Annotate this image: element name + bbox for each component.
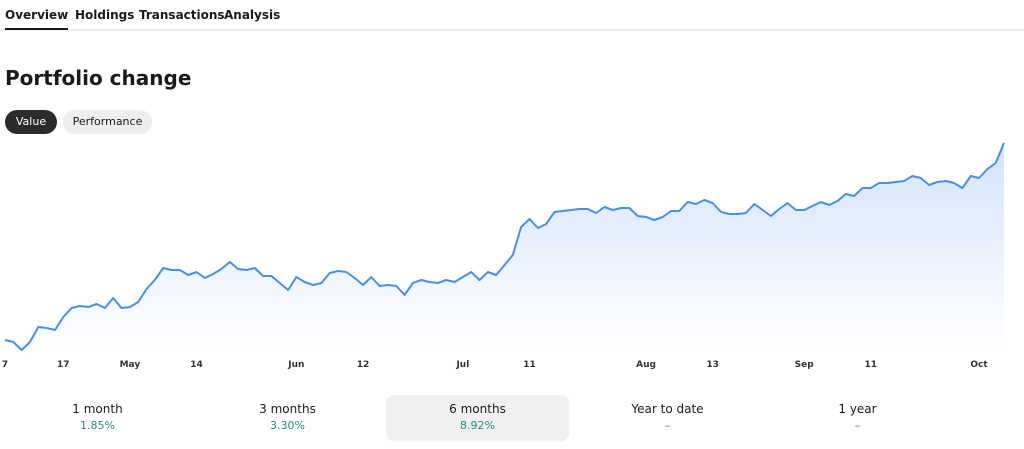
tab[interactable]: Analysis — [224, 8, 281, 22]
stat-change: 3.30% — [270, 419, 305, 432]
title: Portfolio change — [5, 66, 192, 90]
stat-change: – — [664, 419, 671, 432]
stat-period: Year to date — [631, 402, 704, 416]
stat-period: 3 months — [259, 402, 316, 416]
x-tick-label: 11 — [865, 360, 878, 370]
stat-period[interactable]: 1 year – — [766, 395, 949, 441]
x-tick-label: Oct — [970, 360, 988, 370]
x-tick-label: 14 — [190, 360, 203, 370]
tab[interactable]: Holdings — [75, 8, 135, 22]
stat-period: 1 year — [838, 402, 877, 416]
stat-period[interactable]: 3 months 3.30% — [196, 395, 379, 441]
area — [5, 143, 1004, 350]
chart: 7 17 May 14 Jun 12 Jul 11 Aug 13 Sep 11 Oct — [2, 142, 1005, 370]
x-tick-label: Jun — [287, 360, 304, 370]
x-tick-label: May — [120, 360, 141, 370]
x-tick-label: 11 — [523, 360, 536, 370]
tab[interactable]: Transactions — [139, 8, 225, 22]
stat-period: 1 month — [72, 402, 123, 416]
toggle-button[interactable]: Performance — [63, 110, 152, 134]
x-tick-label: Aug — [636, 360, 656, 370]
stat-period[interactable]: 6 months 8.92% — [386, 395, 569, 441]
stat-period: 6 months — [449, 402, 506, 416]
stat-period[interactable]: 1 month 1.85% — [6, 395, 189, 441]
x-tick-label: 17 — [57, 360, 70, 370]
x-tick-label: 7 — [2, 360, 8, 370]
x-tick-label: 13 — [706, 360, 719, 370]
stat-change: – — [854, 419, 861, 432]
tab[interactable]: Overview — [5, 8, 69, 30]
stat-change: 8.92% — [460, 419, 495, 432]
x-tick-label: 12 — [357, 360, 370, 370]
stat-period[interactable]: Year to date – — [576, 395, 759, 441]
x-tick-label: Jul — [455, 360, 469, 370]
x-tick-label: Sep — [795, 360, 815, 370]
line — [4, 142, 1005, 351]
stat-change: 1.85% — [80, 419, 115, 432]
tab-bar: Overview Holdings Transactions Analysis — [0, 0, 1024, 31]
toggle-button[interactable]: Value — [5, 110, 57, 134]
